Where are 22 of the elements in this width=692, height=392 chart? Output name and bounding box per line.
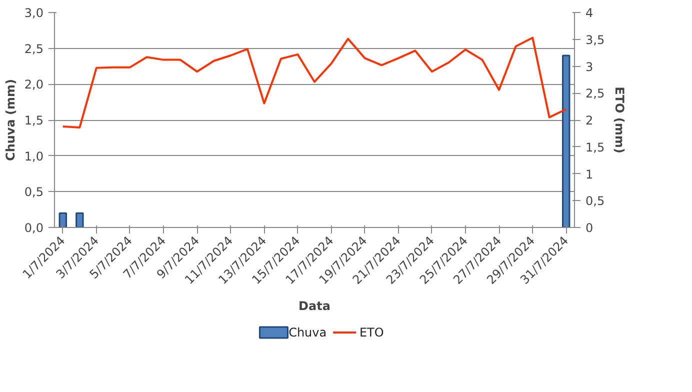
y-tick-label: 3,0 bbox=[24, 6, 44, 20]
y2-tick-label: 0 bbox=[586, 221, 594, 235]
y2-tick-label: 0,5 bbox=[586, 194, 605, 208]
line-series bbox=[62, 36, 568, 129]
y2-tick-label: 3,5 bbox=[586, 32, 605, 47]
x-axis-title: Data bbox=[298, 298, 330, 313]
y2-axis-title: ETO (mm) bbox=[612, 86, 627, 154]
legend-label: Chuva bbox=[288, 326, 327, 340]
y2-tick-label: 3 bbox=[586, 60, 594, 74]
y-tick-label: 2,0 bbox=[24, 78, 44, 92]
y2-tick-label: 4 bbox=[586, 6, 594, 20]
y-tick-label: 0,5 bbox=[24, 185, 44, 200]
y-tick-label: 2,5 bbox=[24, 42, 44, 56]
y-tick-label: 1,5 bbox=[24, 114, 44, 128]
y-tick-label: 0,0 bbox=[24, 221, 44, 235]
y2-tick-label: 2 bbox=[586, 114, 594, 128]
y-tick-label: 1,0 bbox=[24, 149, 44, 164]
y2-tick-label: 1 bbox=[586, 167, 594, 182]
y2-tick-label: 2,5 bbox=[586, 86, 605, 101]
y2-tick-label: 1,5 bbox=[586, 140, 605, 154]
legend-label: ETO bbox=[359, 326, 384, 340]
y-axis-title: Chuva (mm) bbox=[3, 79, 18, 161]
